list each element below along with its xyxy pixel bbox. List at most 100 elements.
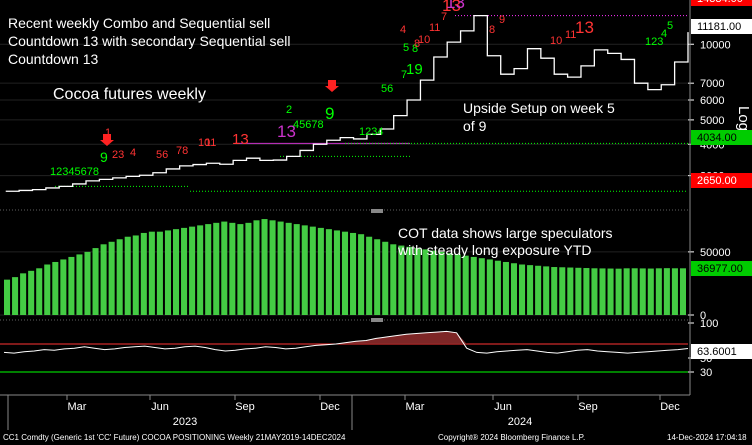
setup-count: 8 (414, 38, 420, 50)
x-month-label: Sep (578, 401, 598, 413)
setup-count: 56 (156, 149, 168, 161)
cot-bar (438, 251, 445, 315)
cot-bar (623, 268, 630, 315)
cot-bar (615, 268, 622, 315)
cot-bar (189, 226, 196, 315)
footer-left: CC1 Comdty (Generic 1st 'CC' Future) COC… (3, 433, 346, 442)
osc-y-tick-label: 30 (700, 367, 712, 379)
setup-count: 9 (499, 14, 505, 26)
cot-bar (76, 254, 83, 315)
setup-count: 9 (325, 104, 334, 123)
cot-bar (44, 264, 51, 315)
cot-bar (655, 268, 662, 315)
osc-badge-bg (691, 344, 752, 359)
cot-bar (172, 229, 180, 315)
price-badge-bg (691, 173, 752, 188)
price-badge-bg (691, 0, 752, 6)
signal-arrow-icon (100, 134, 114, 146)
price-badge-bg (691, 19, 752, 34)
setup-count: 4 (400, 24, 406, 36)
cot-bar (261, 219, 268, 315)
x-month-label: Dec (660, 401, 680, 413)
cot-bar (535, 265, 542, 315)
price-line-layer (5, 14, 689, 192)
cot-bar (358, 234, 365, 315)
cot-bar (647, 268, 654, 315)
cot-bar (12, 277, 19, 315)
cot-bar (333, 230, 340, 315)
setup-count: 23 (112, 149, 124, 161)
cot-bar (100, 244, 107, 315)
cot-title: COT data shows large speculators (398, 225, 613, 241)
setup-count: 5 (403, 42, 409, 54)
x-month-label: Jun (494, 401, 512, 413)
cot-bar (229, 222, 236, 315)
setup-count: 12345678 (50, 166, 99, 178)
cot-bar (325, 229, 332, 315)
cot-bar (583, 268, 590, 315)
setup-count: 13 (442, 0, 461, 15)
setup-count: 45678 (293, 119, 324, 131)
cot-bar (28, 270, 35, 315)
setup-count: 4 (661, 28, 667, 40)
annotation-line-2: Countdown 13 with secondary Sequential s… (8, 33, 291, 49)
cot-panel: 0 50000 36977.00 COT data shows large spe… (0, 219, 752, 322)
cot-bar (679, 268, 686, 315)
price-y-tick-label: 7000 (700, 78, 724, 90)
setup-count: 56 (381, 83, 393, 95)
cot-bar (269, 220, 276, 315)
price-badge-label: 11181.00 (697, 21, 741, 33)
cot-bar (245, 222, 252, 315)
cot-bar (36, 268, 43, 315)
cot-bar (414, 248, 421, 315)
cot-bar (430, 250, 437, 315)
cot-scroll-handle[interactable] (371, 318, 383, 322)
cot-bar (84, 251, 91, 315)
cot-bar (253, 220, 260, 315)
cot-bar (4, 279, 11, 315)
x-month-label: Jun (151, 401, 169, 413)
cot-bar (422, 249, 429, 315)
cot-badge-label: 36977.00 (697, 263, 743, 275)
osc-badge-label: 63.6001 (697, 346, 737, 358)
cot-bar (406, 246, 413, 315)
cot-bar (631, 268, 638, 315)
setup-annotation-2: of 9 (463, 118, 487, 134)
oscillator-panel: 3050100 63.6001 (0, 318, 752, 379)
cot-badges: 36977.00 (691, 261, 752, 276)
cot-bars (4, 219, 686, 315)
cot-bar (52, 261, 59, 315)
setup-count: 5 (667, 20, 673, 32)
setup-count: 13 (277, 122, 296, 141)
osc-line (3, 330, 689, 354)
setup-count: 123 (645, 36, 663, 48)
setup-count: 13 (446, 0, 465, 12)
annotation-line-1: Recent weekly Combo and Sequential sell (8, 15, 270, 31)
cot-bar (197, 225, 204, 315)
price-scroll-handle[interactable] (371, 209, 383, 213)
cot-bar (478, 258, 485, 315)
price-reference-lines (55, 15, 688, 192)
setup-annotation-1: Upside Setup on week 5 (463, 100, 615, 116)
cot-bar (92, 248, 99, 315)
x-axis: Mar Jun Sep Dec Mar Jun Sep Dec 2023 2024 (7, 395, 680, 430)
cot-bar (663, 268, 670, 315)
cot-bar (494, 260, 501, 315)
setup-count: 10 (198, 137, 210, 149)
cot-y-tick-label: 0 (700, 310, 706, 322)
price-badge-bg (691, 130, 752, 145)
cot-bar (156, 231, 163, 315)
cot-bar (607, 268, 614, 315)
cot-bar (559, 267, 566, 315)
cot-bar (181, 227, 188, 315)
cot-badge-bg (691, 261, 752, 276)
cot-bar (221, 221, 228, 315)
footer-right: 14-Dec-2024 17:04:18 (667, 433, 747, 442)
x-year-label: 2024 (508, 416, 532, 428)
price-arrows (100, 80, 339, 146)
cot-bar (486, 259, 493, 315)
cot-bar (301, 225, 308, 315)
setup-count: 7 (401, 69, 407, 81)
